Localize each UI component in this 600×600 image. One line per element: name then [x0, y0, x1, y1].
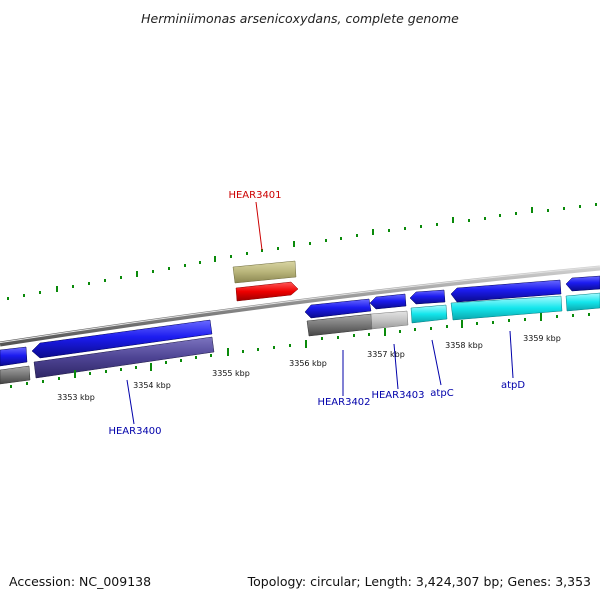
gene-label-HEAR3400[interactable]: HEAR3400	[108, 426, 161, 437]
gene-pointers	[126, 330, 514, 425]
gene-arrow-right-edge[interactable]	[565, 275, 600, 292]
cds-right-edge[interactable]	[565, 292, 600, 312]
gene-label-HEAR3401[interactable]: HEAR3401	[228, 190, 281, 201]
gene-HEAR3400-arrow[interactable]	[31, 319, 213, 359]
gene-atpC-arrow[interactable]	[409, 289, 446, 305]
atpC-pointer	[431, 339, 442, 386]
kbp-label: 3354 kbp	[133, 381, 171, 390]
gene-HEAR3401-arrow[interactable]	[235, 281, 299, 302]
kbp-label: 3358 kbp	[445, 341, 483, 350]
kbp-label: 3356 kbp	[289, 359, 327, 368]
gene-label-HEAR3402[interactable]: HEAR3402	[317, 397, 370, 408]
kbp-label: 3357 kbp	[367, 350, 405, 359]
cds-HEAR3400[interactable]	[33, 336, 215, 379]
gene-HEAR3402-arrow[interactable]	[304, 298, 372, 319]
genome-backbone	[0, 265, 600, 347]
accession-text: Accession: NC_009138	[9, 574, 152, 589]
gene-HEAR3403-arrow[interactable]	[369, 293, 407, 310]
gene-label-HEAR3403[interactable]: HEAR3403	[371, 390, 424, 401]
cds-bars	[0, 292, 600, 385]
gene-arrows	[0, 275, 600, 367]
kbp-label: 3359 kbp	[523, 334, 561, 343]
lower-tick-marks	[10, 313, 590, 388]
cds-atpD[interactable]	[450, 295, 563, 321]
kbp-labels: 3353 kbp 3354 kbp 3355 kbp 3356 kbp 3357…	[57, 334, 561, 402]
cds-atpC[interactable]	[410, 304, 448, 324]
HEAR3403-pointer	[393, 343, 399, 390]
kbp-label: 3355 kbp	[212, 369, 250, 378]
gene-label-atpD[interactable]: atpD	[501, 380, 525, 391]
cds-HEAR3403[interactable]	[370, 310, 409, 330]
gene-label-atpC[interactable]: atpC	[430, 388, 453, 399]
gene-arrow-left-edge[interactable]	[0, 346, 28, 367]
upper-tick-marks	[7, 203, 597, 300]
kbp-label: 3353 kbp	[57, 393, 95, 402]
HEAR3400-pointer	[126, 379, 135, 425]
atpD-pointer	[509, 330, 514, 379]
map-title: Herminiimonas arsenicoxydans, complete g…	[141, 11, 459, 26]
gene-HEAR3401-cds[interactable]	[232, 260, 297, 284]
gene-atpD-arrow[interactable]	[450, 279, 562, 303]
HEAR3401-pointer	[255, 201, 263, 251]
cds-left-edge[interactable]	[0, 365, 31, 385]
genome-summary-text: Topology: circular; Length: 3,424,307 bp…	[247, 574, 591, 589]
